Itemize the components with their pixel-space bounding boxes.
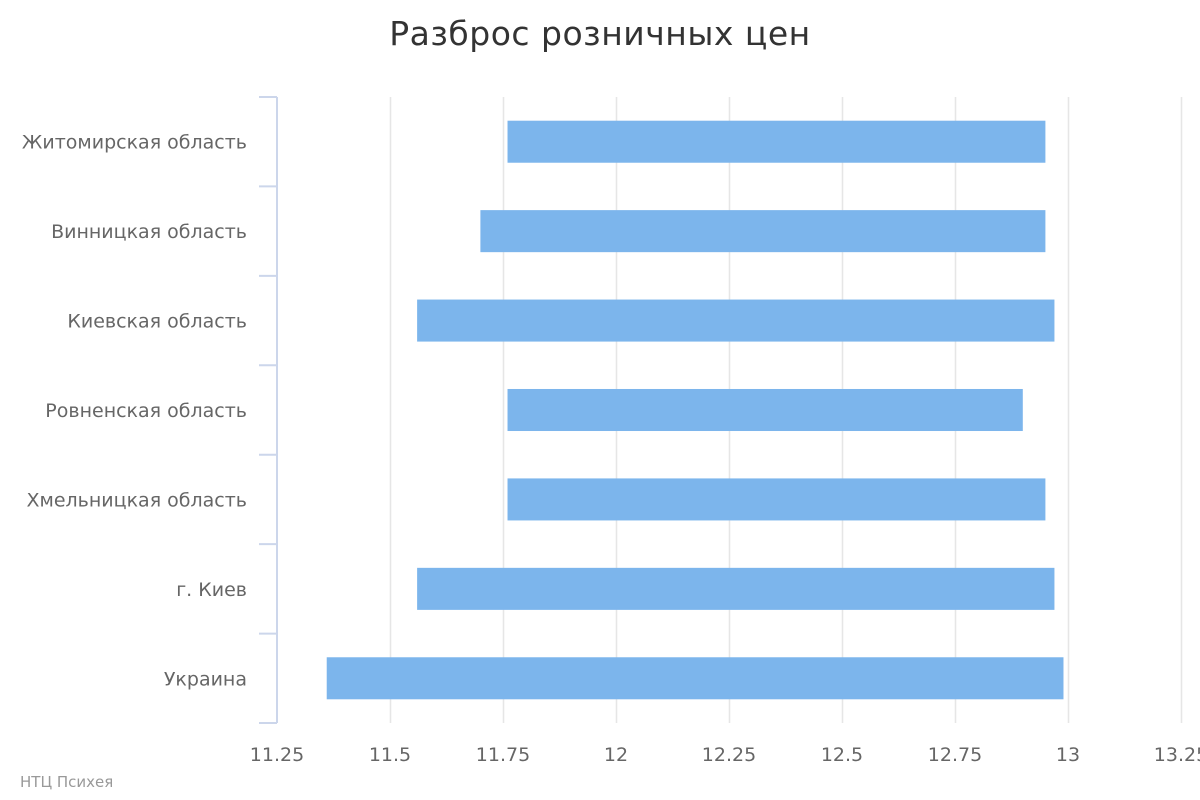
x-tick-label: 12.75 xyxy=(928,744,982,766)
credits-text: НТЦ Психея xyxy=(20,773,114,791)
category-label: Киевская область xyxy=(67,311,247,333)
category-label: Житомирская область xyxy=(22,132,247,154)
range-bar[interactable] xyxy=(507,388,1023,432)
range-bar[interactable] xyxy=(417,567,1055,610)
range-bar[interactable] xyxy=(417,299,1055,342)
x-tick-labels: 11.25 11.5 11.75 12 12.25 12.5 12.75 13 13.25 xyxy=(250,744,1200,766)
x-tick-label: 11.25 xyxy=(250,744,304,766)
category-axis xyxy=(259,96,278,724)
range-bar[interactable] xyxy=(507,478,1046,521)
range-bar[interactable] xyxy=(507,120,1046,163)
range-bar[interactable] xyxy=(480,210,1046,253)
x-tick-label: 12.25 xyxy=(702,744,756,766)
x-tick-label: 13.25 xyxy=(1154,744,1200,766)
category-label: Хмельницкая область xyxy=(26,489,247,511)
x-tick-label: 11.75 xyxy=(476,744,530,766)
x-tick-label: 11.5 xyxy=(369,744,411,766)
x-tick-label: 12.5 xyxy=(821,744,863,766)
x-tick-label: 13 xyxy=(1056,744,1080,766)
category-label: Винницкая область xyxy=(51,221,247,243)
range-bar[interactable] xyxy=(326,657,1064,700)
x-tick-label: 12 xyxy=(604,744,628,766)
category-label: Украина xyxy=(164,668,247,690)
category-labels: Житомирская область Винницкая область Киев… xyxy=(22,132,247,691)
chart-title: Разброс розничных цен xyxy=(389,14,811,53)
category-label: Ровненская область xyxy=(45,400,247,422)
bars xyxy=(326,120,1064,700)
category-label: г. Киев xyxy=(176,579,247,601)
